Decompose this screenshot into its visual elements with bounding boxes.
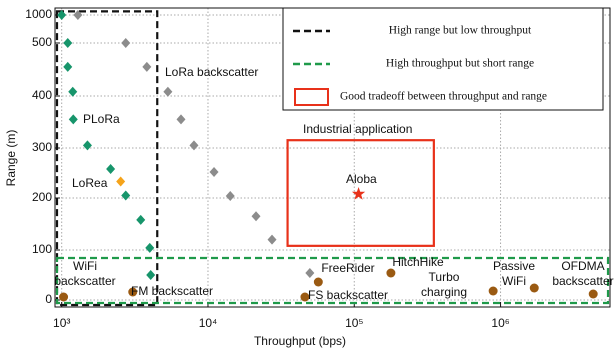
series-label: LoRa backscatter — [165, 65, 258, 79]
point — [305, 268, 315, 278]
point — [267, 234, 277, 245]
point — [529, 283, 539, 293]
point — [121, 38, 131, 48]
point-label: OFDMA — [561, 259, 604, 273]
point — [121, 190, 131, 201]
legend: High range but low throughput High throug… — [282, 7, 604, 111]
point — [313, 277, 323, 287]
point-label: FM backscatter — [131, 284, 213, 298]
legend-label: High throughput but short range — [386, 58, 534, 70]
point-label: Passive — [493, 259, 535, 273]
point-label: WiFi — [502, 274, 526, 288]
x-tick-label: 10⁵ — [345, 316, 363, 330]
y-tick-label: 500 — [32, 35, 52, 49]
point — [73, 10, 83, 20]
point — [128, 287, 138, 297]
annotation: Industrial application — [303, 122, 412, 136]
x-axis-label: Throughput (bps) — [254, 334, 346, 348]
point — [116, 176, 126, 187]
point — [163, 86, 173, 97]
region-box — [55, 10, 159, 307]
point-label: charging — [421, 285, 467, 299]
point — [57, 10, 67, 20]
point-label: WiFi — [73, 259, 97, 273]
point — [300, 292, 310, 302]
y-tick-label: 200 — [32, 190, 52, 204]
point-label: backscatter — [552, 274, 613, 288]
point — [225, 191, 235, 201]
point-label: FreeRider — [321, 261, 374, 275]
y-tick-label: 400 — [32, 88, 52, 102]
y-axis-label: Range (m) — [4, 130, 18, 187]
point — [68, 86, 78, 97]
point — [176, 114, 186, 125]
legend-label: Good tradeoff between throughput and ran… — [340, 91, 547, 103]
point — [488, 286, 498, 296]
legend-swatch — [294, 88, 329, 106]
point — [142, 61, 152, 72]
series-label: Aloba — [346, 172, 377, 186]
y-tick-label: 300 — [32, 140, 52, 154]
point — [106, 164, 116, 174]
point-label: FS backscatter — [308, 288, 388, 302]
point — [68, 114, 78, 125]
x-tick-label: 10⁴ — [199, 316, 218, 330]
legend-label: High range but low throughput — [389, 25, 532, 37]
y-tick-label: 1000 — [25, 7, 52, 21]
x-tick-label: 10³ — [53, 316, 70, 330]
point-label: Turbo — [429, 270, 460, 284]
point — [63, 61, 73, 72]
region-box — [286, 139, 435, 247]
y-tick-label: 0 — [45, 292, 52, 306]
point — [59, 292, 69, 302]
y-tick-label: 100 — [32, 242, 52, 256]
point — [63, 38, 73, 48]
point — [351, 187, 366, 200]
point — [145, 242, 155, 253]
point — [209, 167, 219, 177]
region-box — [55, 256, 610, 305]
series-label: LoRea — [72, 176, 108, 190]
series-label: PLoRa — [83, 112, 120, 126]
point — [146, 270, 156, 280]
point — [588, 289, 598, 299]
point — [189, 140, 199, 151]
point — [386, 268, 396, 278]
point — [136, 214, 146, 225]
point-label: HitchHike — [392, 255, 444, 269]
point — [251, 211, 261, 222]
point — [82, 140, 92, 151]
x-tick-label: 10⁶ — [491, 316, 509, 330]
point-label: backscatter — [54, 274, 115, 288]
legend-box — [282, 7, 604, 111]
